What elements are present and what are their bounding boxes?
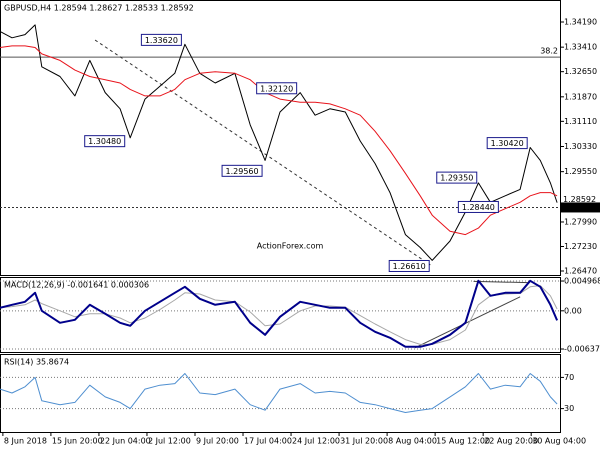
y-tick-label: 1.31110 [564, 117, 597, 126]
y-tick-label: 1.33410 [564, 43, 597, 52]
x-tick-label: 31 Jul 20:00 [340, 437, 388, 446]
annotation-box [140, 33, 182, 46]
x-tick-label: 9 Jul 20:00 [196, 437, 239, 446]
price-tag [561, 202, 600, 213]
x-tick-label: 8 Aug 04:00 [388, 437, 437, 446]
annotation-label: 1.30420 [491, 139, 524, 148]
series-line [0, 285, 558, 345]
y-tick-label: 0.00 [564, 306, 582, 315]
annotation-box [388, 259, 430, 272]
trendline [414, 296, 521, 349]
series-line [0, 24, 558, 261]
x-tick-label: 30 Aug 04:00 [532, 437, 586, 446]
x-tick-label: 2 Jul 12:00 [148, 437, 191, 446]
annotation-box [486, 137, 528, 150]
panel-title: RSI(14) 35.8674 [4, 358, 69, 367]
y-tick-label: 1.32650 [564, 67, 597, 76]
annotation-label: 1.26610 [393, 262, 426, 271]
y-tick-label: 1.27230 [564, 242, 597, 251]
annotation-box [84, 135, 126, 148]
x-tick-label: 17 Jul 04:00 [244, 437, 292, 446]
series-line [0, 279, 559, 348]
y-tick-label: 1.34190 [564, 17, 597, 26]
annotation-box [436, 171, 478, 184]
y-tick-label: 1.31870 [564, 92, 597, 101]
annotation-box [221, 164, 263, 177]
x-tick-label: 8 Jun 2018 [4, 437, 47, 446]
trendline [473, 280, 529, 284]
panel-frame [0, 0, 561, 276]
panel-frame [0, 354, 561, 433]
annotation-label: 1.29350 [440, 174, 473, 183]
annotation-label: 1.30480 [88, 137, 121, 146]
fib-level-label: 38.2 [540, 47, 558, 56]
y-tick-label: -0.006372 [564, 345, 600, 354]
y-tick-label: 70 [564, 373, 574, 382]
y-tick-label: 30 [564, 404, 574, 413]
trendline [94, 39, 431, 266]
series-line [0, 45, 558, 236]
annotation-label: 1.28440 [462, 203, 495, 212]
annotation-box [457, 200, 499, 213]
price-tag-label: 1.28440 [563, 203, 596, 212]
x-tick-label: 22 Aug 20:00 [484, 437, 538, 446]
x-tick-label: 15 Jun 20:00 [52, 437, 103, 446]
annotation-label: 1.29560 [226, 167, 259, 176]
panel-title: MACD(12,26,9) -0.001641 0.000306 [4, 281, 149, 290]
x-tick-label: 15 Aug 12:00 [436, 437, 490, 446]
y-tick-label: 1.27990 [564, 217, 597, 226]
y-tick-label: 1.30330 [564, 142, 597, 151]
watermark: ActionForex.com [257, 242, 324, 251]
y-tick-label: 1.26470 [564, 267, 597, 276]
panel-frame [0, 277, 561, 353]
series-line [0, 373, 558, 413]
annotation-label: 1.33620 [145, 36, 178, 45]
panel-title: GBPUSD,H4 1.28594 1.28627 1.28533 1.2859… [4, 4, 194, 13]
bid-label: 1.28592 [563, 195, 596, 204]
annotation-label: 1.32120 [260, 84, 293, 93]
x-tick-label: 24 Jul 12:00 [292, 437, 340, 446]
y-tick-label: 1.29550 [564, 167, 597, 176]
y-tick-label: 0.004968 [564, 277, 600, 286]
x-tick-label: 22 Jun 04:00 [100, 437, 151, 446]
annotation-box [256, 82, 298, 95]
